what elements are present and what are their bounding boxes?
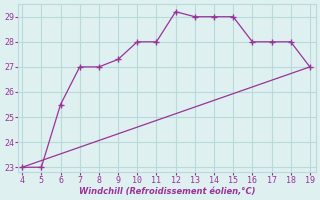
X-axis label: Windchill (Refroidissement éolien,°C): Windchill (Refroidissement éolien,°C) (79, 187, 255, 196)
